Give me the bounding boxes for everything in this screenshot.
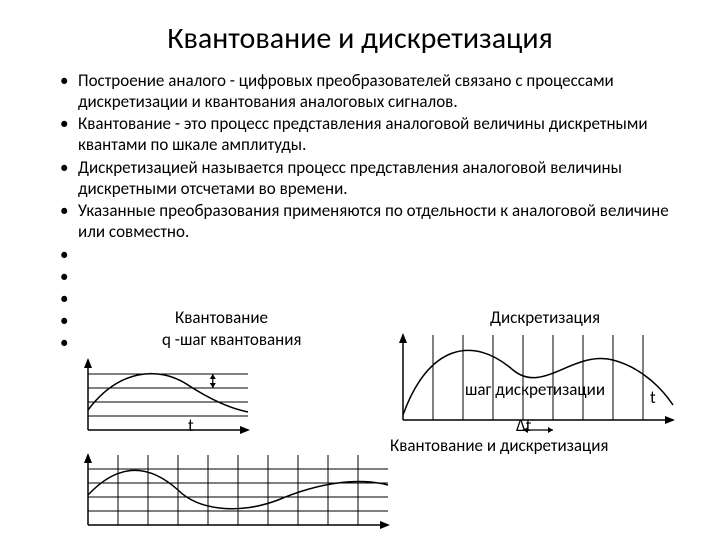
label-discretization: Дискретизация	[490, 307, 600, 328]
label-q-step: q -шаг квантования	[162, 329, 301, 350]
diagram-area: Квантование q -шаг квантования Дискретиз…	[50, 307, 670, 517]
chart-quantization	[80, 352, 260, 442]
bullet-item: Квантование - это процесс представления …	[78, 114, 670, 155]
bullet-item: Построение аналого - цифровых преобразов…	[78, 71, 670, 112]
label-quantization: Квантование	[175, 307, 268, 328]
chart-combined	[80, 447, 400, 537]
bullet-empty	[78, 267, 670, 287]
chart-discretization	[395, 327, 685, 432]
bullet-item: Дискретизацией называется процесс предст…	[78, 158, 670, 199]
label-combined: Квантование и дискретизация	[390, 435, 609, 456]
bullet-item: Указанные преобразования применяются по …	[78, 201, 670, 242]
bullet-empty	[78, 245, 670, 265]
slide-title: Квантование и дискретизация	[50, 20, 670, 57]
bullet-empty	[78, 289, 670, 309]
